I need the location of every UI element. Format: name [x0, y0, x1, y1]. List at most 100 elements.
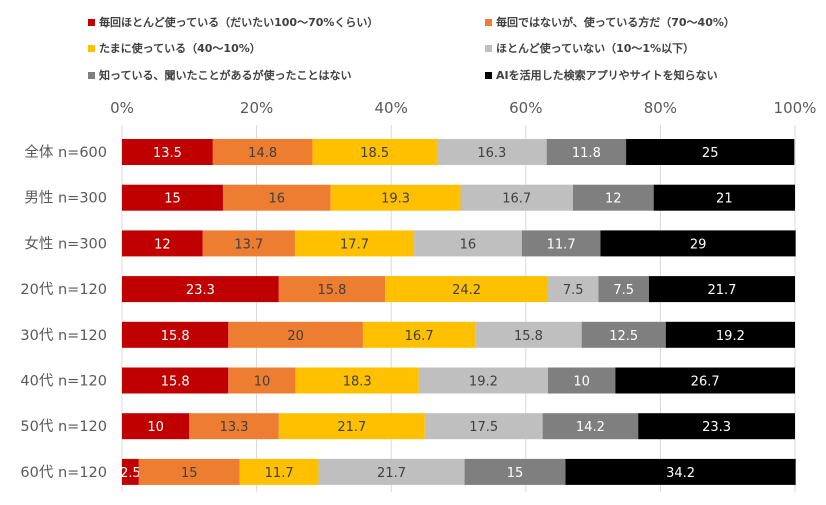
data-label: 24.2	[452, 283, 481, 298]
legend-label: 毎回ではないが、使っている方だ（70～40%）	[496, 16, 735, 29]
bar-segment	[222, 184, 331, 211]
data-label: 12.5	[609, 329, 638, 344]
bar-segment	[122, 184, 223, 211]
bar-segment	[665, 321, 795, 348]
bar-segment	[228, 367, 296, 394]
legend-label: AIを活用した検索アプリやサイトを知らない	[496, 69, 718, 82]
bar-segment	[122, 139, 213, 165]
data-label: 10	[147, 420, 164, 435]
data-label: 19.2	[716, 329, 745, 344]
bar-segment	[414, 230, 522, 257]
legend-item: ほとんど使っていない（10～1%以下）	[485, 40, 694, 56]
x-tick-label: 20%	[240, 99, 273, 117]
bar-segment	[278, 413, 425, 440]
bar-segment	[600, 230, 796, 257]
bar-segment	[239, 458, 319, 485]
data-label: 19.2	[469, 375, 498, 390]
data-label: 21.7	[708, 283, 737, 298]
data-label: 14.2	[576, 420, 605, 435]
data-label: 13.3	[220, 420, 249, 435]
bar-segment	[122, 276, 279, 303]
bar-segment	[312, 139, 437, 165]
bar-segment	[189, 413, 279, 440]
data-label: 21.7	[337, 420, 366, 435]
bar-segment	[318, 458, 465, 485]
bar-segment	[653, 184, 795, 211]
bar-segment	[362, 321, 476, 348]
bar-segment	[475, 321, 582, 348]
data-label: 21	[716, 192, 733, 207]
data-label: 10	[573, 375, 590, 390]
data-label: 21.7	[377, 466, 406, 481]
bar-segment	[418, 367, 549, 394]
x-tick-label: 80%	[644, 99, 677, 117]
data-label: 14.8	[248, 146, 277, 161]
bar-segment	[615, 367, 795, 394]
bar-segment	[581, 321, 666, 348]
legend-item: AIを活用した検索アプリやサイトを知らない	[485, 67, 718, 83]
bar-segment	[460, 184, 573, 211]
data-label: 25	[702, 146, 719, 161]
bar-segment	[385, 276, 549, 303]
data-label: 23.3	[186, 283, 215, 298]
data-label: 15.8	[317, 283, 346, 298]
bar-segment	[626, 139, 795, 165]
legend-item: たまに使っている（40～10%）	[88, 40, 261, 56]
data-label: 11.7	[265, 466, 294, 481]
bar-segment	[638, 413, 795, 440]
data-label: 18.5	[360, 146, 389, 161]
bar-segment	[464, 458, 566, 485]
bar-segment	[424, 413, 543, 440]
data-label: 12	[605, 192, 622, 207]
data-label: 16	[460, 237, 477, 252]
bar-segment	[212, 139, 313, 165]
x-tick-label: 60%	[509, 99, 542, 117]
category-label: 全体 n=600	[24, 143, 107, 161]
data-label: 15.8	[161, 329, 190, 344]
data-label: 10	[254, 375, 271, 390]
bar-segment	[228, 321, 363, 348]
data-label: 15.8	[161, 375, 190, 390]
data-label: 12	[154, 237, 171, 252]
legend-label: ほとんど使っていない（10～1%以下）	[496, 42, 695, 55]
data-label: 2.5	[120, 466, 141, 481]
bar-segment	[122, 367, 229, 394]
data-label: 16.7	[405, 329, 434, 344]
bar-segment	[122, 458, 139, 485]
bar-segment	[295, 367, 419, 394]
x-tick-label: 0%	[110, 99, 134, 117]
data-label: 7.5	[563, 283, 584, 298]
legend-swatch	[485, 18, 492, 26]
data-label: 15	[507, 466, 524, 481]
data-label: 18.3	[343, 375, 372, 390]
data-label: 17.7	[340, 237, 369, 252]
legend-swatch	[88, 18, 95, 26]
legend-swatch	[88, 44, 95, 52]
data-label: 16.7	[502, 192, 531, 207]
data-label: 15.8	[514, 329, 543, 344]
bar-segment	[122, 321, 229, 348]
bar-segment	[648, 276, 795, 303]
x-tick-label: 100%	[774, 99, 817, 117]
bar-segment	[330, 184, 461, 211]
legend-item: 知っている、聞いたことがあるが使ったことはない	[88, 67, 351, 83]
data-label: 15	[164, 192, 181, 207]
category-label: 40代 n=120	[20, 373, 107, 390]
x-tick-label: 40%	[375, 99, 408, 117]
legend-label: 知っている、聞いたことがあるが使ったことはない	[99, 69, 352, 82]
data-label: 7.5	[613, 283, 634, 298]
bar-segment	[294, 230, 415, 257]
data-label: 20	[287, 329, 304, 344]
legend-label: 毎回ほとんど使っている（だいたい100～70%くらい）	[99, 16, 379, 29]
bar-segment	[436, 139, 547, 165]
legend-swatch	[485, 71, 492, 79]
data-label: 11.7	[547, 237, 576, 252]
bar-segment	[548, 276, 599, 303]
category-label: 男性 n=300	[24, 190, 107, 207]
data-label: 34.2	[666, 466, 695, 481]
category-label: 50代 n=120	[20, 418, 107, 435]
bar-segment	[138, 458, 240, 485]
bar-segment	[278, 276, 386, 303]
bar-segment	[572, 184, 654, 211]
bar-segment	[122, 230, 203, 257]
